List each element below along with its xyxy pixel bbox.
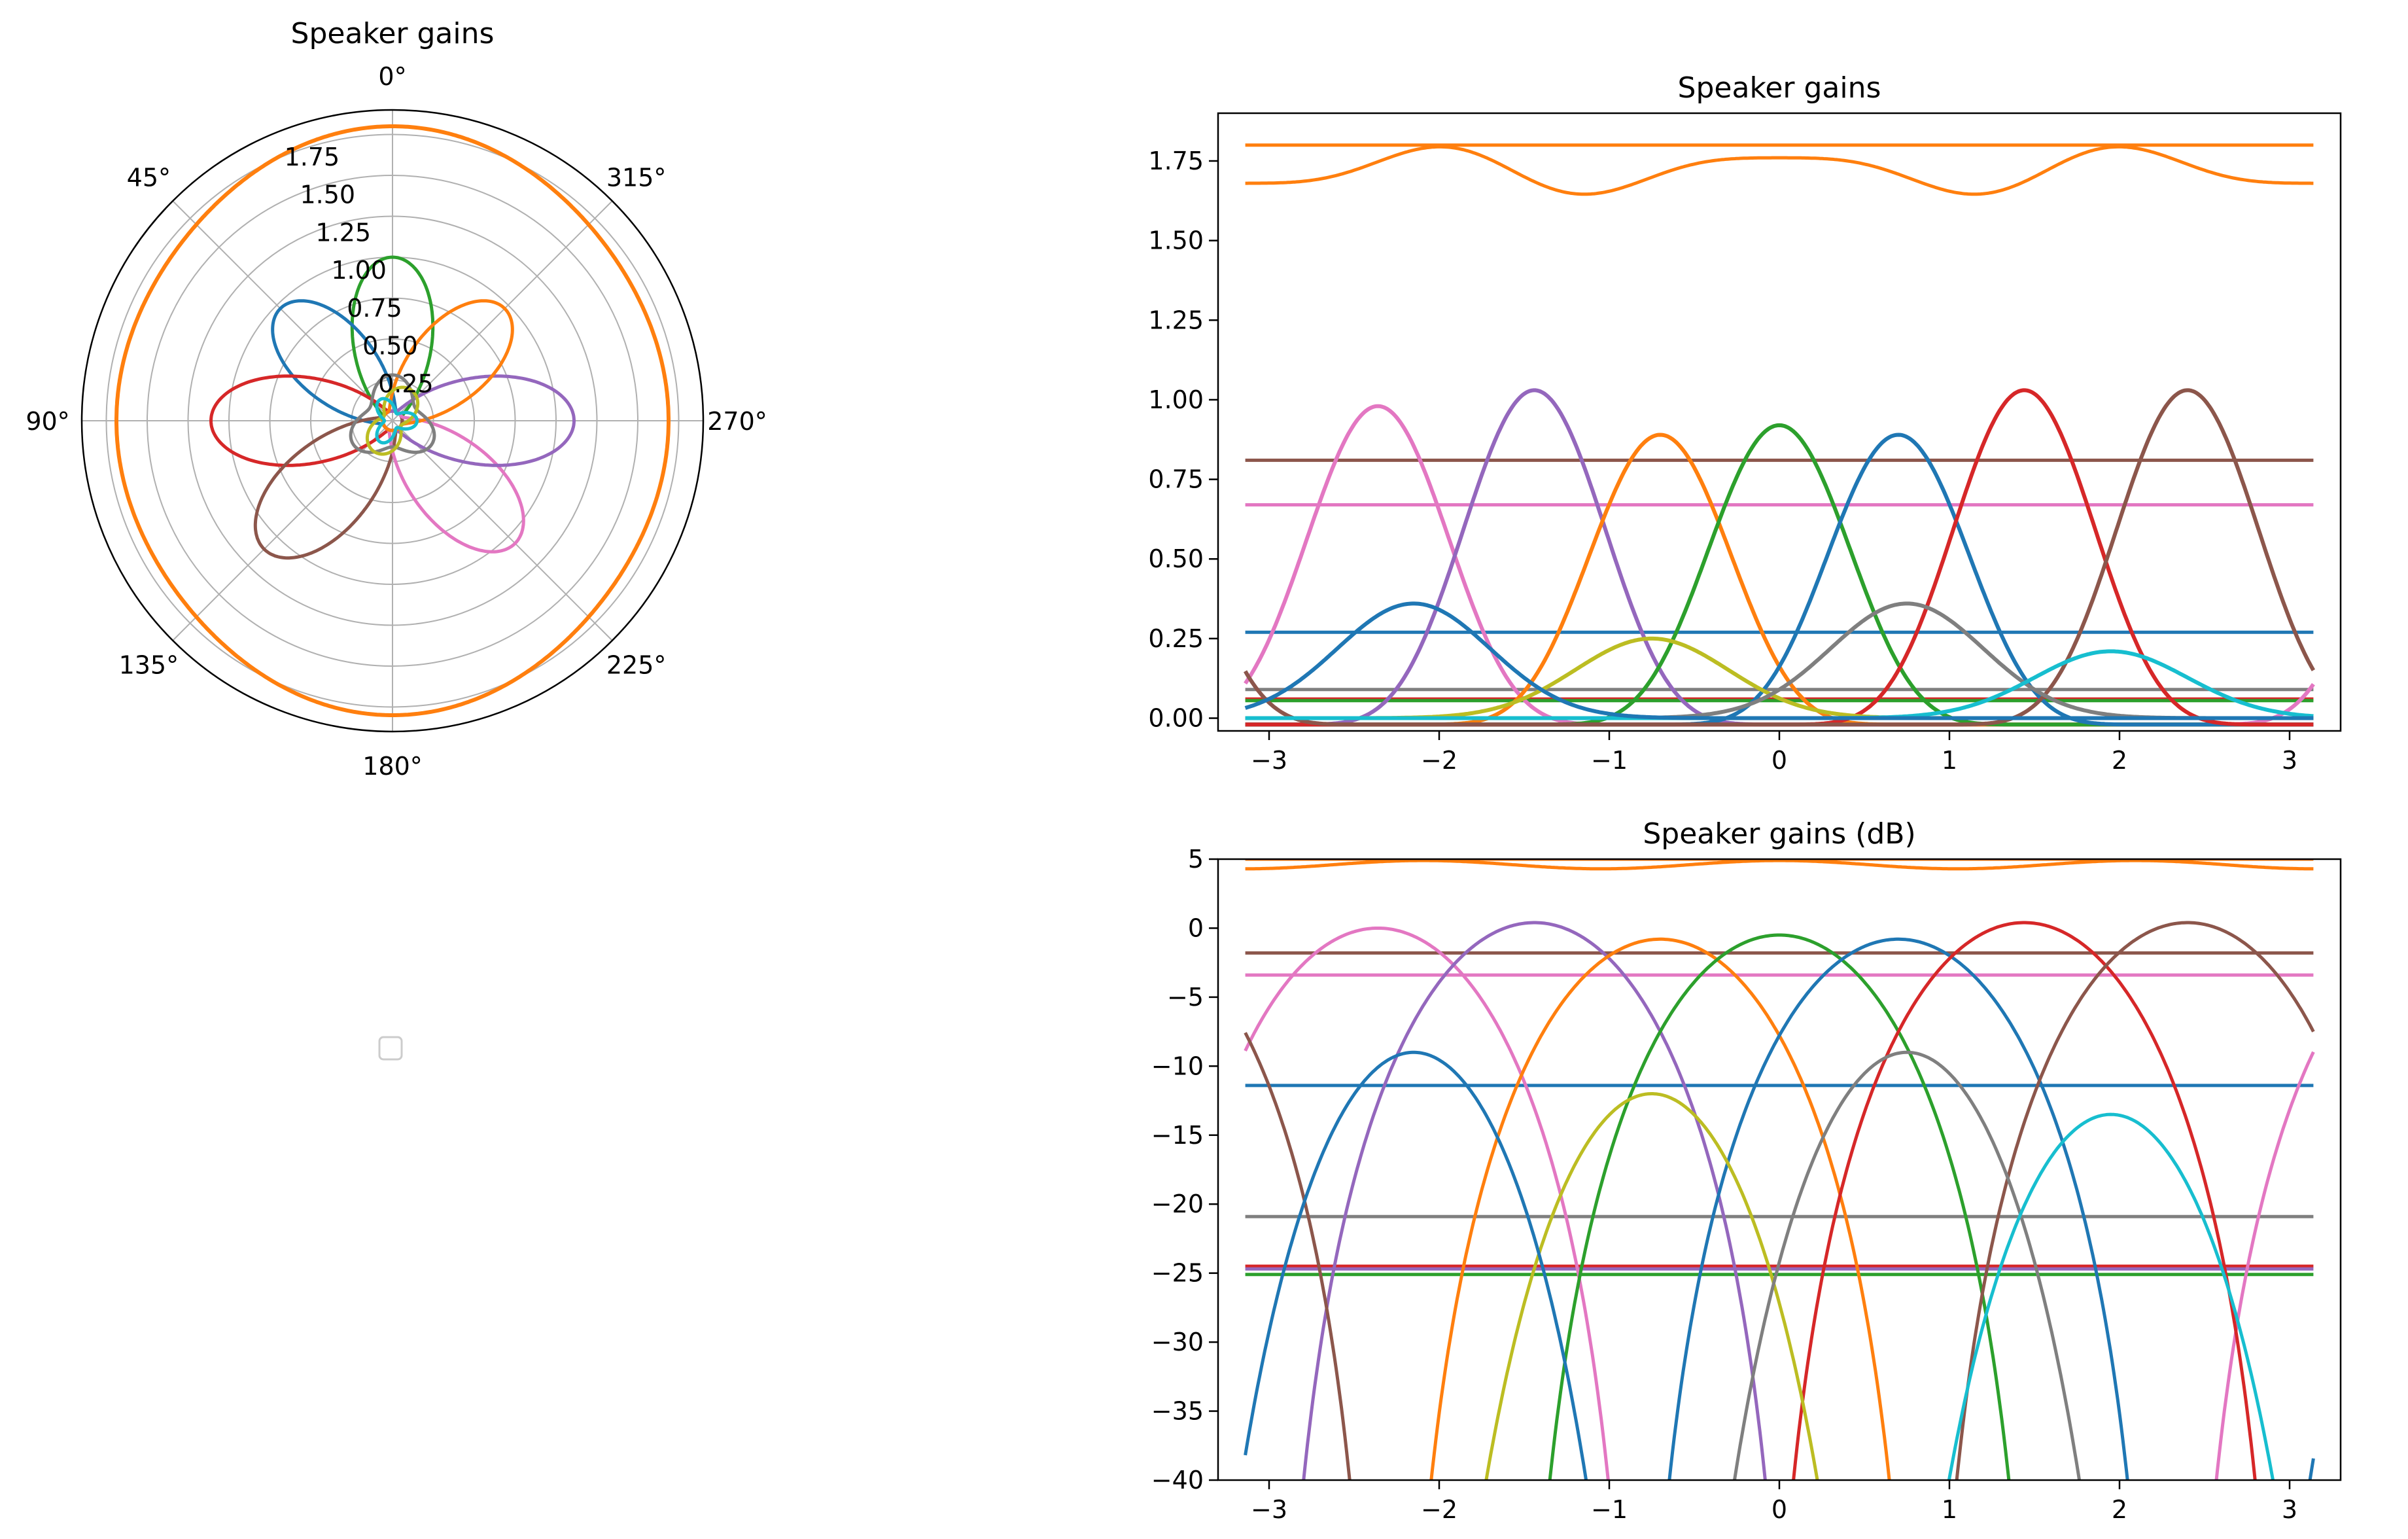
x-tick-label: 0: [1771, 1495, 1787, 1524]
peak-db-line: [1667, 937, 2129, 1480]
y-tick-label: −5: [1167, 983, 1204, 1012]
peak-db-line: [1732, 1050, 2082, 1480]
y-tick-label: 1.25: [1148, 306, 1204, 334]
polar-chart: 0.25 0.50 0.75 1.00 1.25 1.50 1.75 0° 45° 90° 135…: [26, 17, 767, 781]
peak-db-line: [1792, 921, 2257, 1480]
polar-r-tick-label: 0.50: [362, 332, 418, 361]
y-tick-label: 0.00: [1148, 704, 1204, 733]
polar-theta-tick-label: 270°: [707, 407, 767, 436]
linear-series: [1243, 143, 2316, 727]
peak-db-line: [1947, 1112, 2275, 1480]
polar-theta-tick-label: 45°: [127, 163, 171, 192]
polar-theta-tick-label: 0°: [378, 62, 406, 91]
y-tick-label: −35: [1151, 1397, 1204, 1426]
y-tick-label: 0.25: [1148, 624, 1204, 653]
y-tick-label: 0.75: [1148, 465, 1204, 494]
wavy-gain-line: [1245, 145, 2314, 196]
y-tick-label: 1.00: [1148, 385, 1204, 414]
peak-db-line: [1484, 1092, 1819, 1480]
y-tick-label: 1.75: [1148, 147, 1204, 175]
polar-grid-spoke: [392, 420, 613, 641]
x-tick-label: −3: [1251, 1495, 1287, 1524]
polar-theta-tick-label: 180°: [362, 752, 423, 781]
x-tick-label: 2: [2112, 1495, 2127, 1524]
x-tick-label: −2: [1421, 1495, 1457, 1524]
polar-series-line: [114, 124, 671, 717]
peak-db-line: [1244, 921, 2315, 1480]
y-tick-label: 0.50: [1148, 544, 1204, 573]
polar-theta-tick-label: 135°: [119, 651, 179, 680]
x-tick-label: 3: [2282, 746, 2297, 775]
peak-db-line: [1244, 1050, 2315, 1480]
wavy-db-line: [1245, 859, 2314, 871]
peak-db-line: [1548, 933, 2011, 1480]
linear-gains-chart: −3 −2 −1 0 1 2 3 0.00 0.25 0.50 0.75 1.00 1.25 1.50 1.…: [1148, 71, 2342, 775]
y-tick-label: 1.50: [1148, 226, 1204, 255]
db-ticks: −3 −2 −1 0 1 2 350−5−10−15−20−25−30−35−40: [1151, 845, 2297, 1524]
polar-theta-tick-label: 225°: [606, 651, 667, 680]
polar-r-tick-label: 1.25: [315, 218, 371, 247]
polar-grid-spoke: [392, 200, 613, 421]
y-tick-label: −15: [1151, 1121, 1204, 1150]
polar-series-line: [375, 397, 419, 445]
polar-chart-title: Speaker gains: [291, 17, 495, 50]
x-tick-label: 0: [1771, 746, 1787, 775]
polar-frame: [80, 109, 705, 733]
db-chart-title: Speaker gains (dB): [1643, 817, 1915, 851]
y-tick-label: 5: [1188, 845, 1204, 874]
polar-r-tick-label: 1.00: [331, 256, 387, 285]
x-tick-label: −2: [1421, 746, 1457, 775]
polar-theta-tick-label: 90°: [26, 407, 69, 436]
peak-db-line: [1302, 921, 1767, 1480]
peak-gain-line: [1243, 388, 2316, 727]
y-tick-label: −10: [1151, 1052, 1204, 1080]
polar-grid: [82, 110, 703, 732]
y-tick-label: −40: [1151, 1466, 1204, 1495]
polar-series-line: [365, 385, 420, 456]
polar-grid-spoke: [172, 420, 393, 641]
x-tick-label: 2: [2112, 746, 2127, 775]
polar-r-tick-label: 0.25: [378, 369, 434, 398]
polar-theta-tick-label: 315°: [606, 163, 667, 192]
x-tick-label: 1: [1942, 1495, 1957, 1524]
y-tick-label: 0: [1188, 913, 1204, 942]
polar-r-tick-label: 1.75: [285, 143, 340, 171]
polar-theta-tick-labels: 0° 45° 90° 135° 180° 225° 270° 315°: [26, 62, 767, 781]
x-tick-label: 3: [2282, 1495, 2297, 1524]
x-tick-label: −1: [1591, 746, 1628, 775]
polar-series: [114, 124, 671, 717]
polar-r-tick-label: 1.50: [300, 181, 355, 209]
x-tick-label: −1: [1591, 1495, 1628, 1524]
x-tick-label: −3: [1251, 746, 1287, 775]
empty-legend-box: [378, 1036, 403, 1061]
y-tick-label: −30: [1151, 1328, 1204, 1356]
linear-ticks: −3 −2 −1 0 1 2 3 0.00 0.25 0.50 0.75 1.00 1.25 1.50 1.…: [1148, 147, 2297, 775]
linear-chart-title: Speaker gains: [1678, 71, 1881, 105]
peak-db-line: [1244, 927, 2315, 1480]
bump-gain-line: [1244, 601, 2314, 720]
polar-r-tick-label: 0.75: [347, 294, 402, 323]
y-tick-label: −20: [1151, 1190, 1204, 1218]
db-gains-chart: −3 −2 −1 0 1 2 350−5−10−15−20−25−30−35−40 Spea…: [1151, 817, 2342, 1524]
x-tick-label: 1: [1942, 746, 1957, 775]
y-tick-label: −25: [1151, 1259, 1204, 1288]
polar-grid-spoke: [172, 200, 393, 421]
polar-series-line: [349, 373, 436, 454]
polar-r-tick-labels: 0.25 0.50 0.75 1.00 1.25 1.50 1.75: [285, 143, 434, 398]
db-series: [1244, 859, 2315, 1480]
